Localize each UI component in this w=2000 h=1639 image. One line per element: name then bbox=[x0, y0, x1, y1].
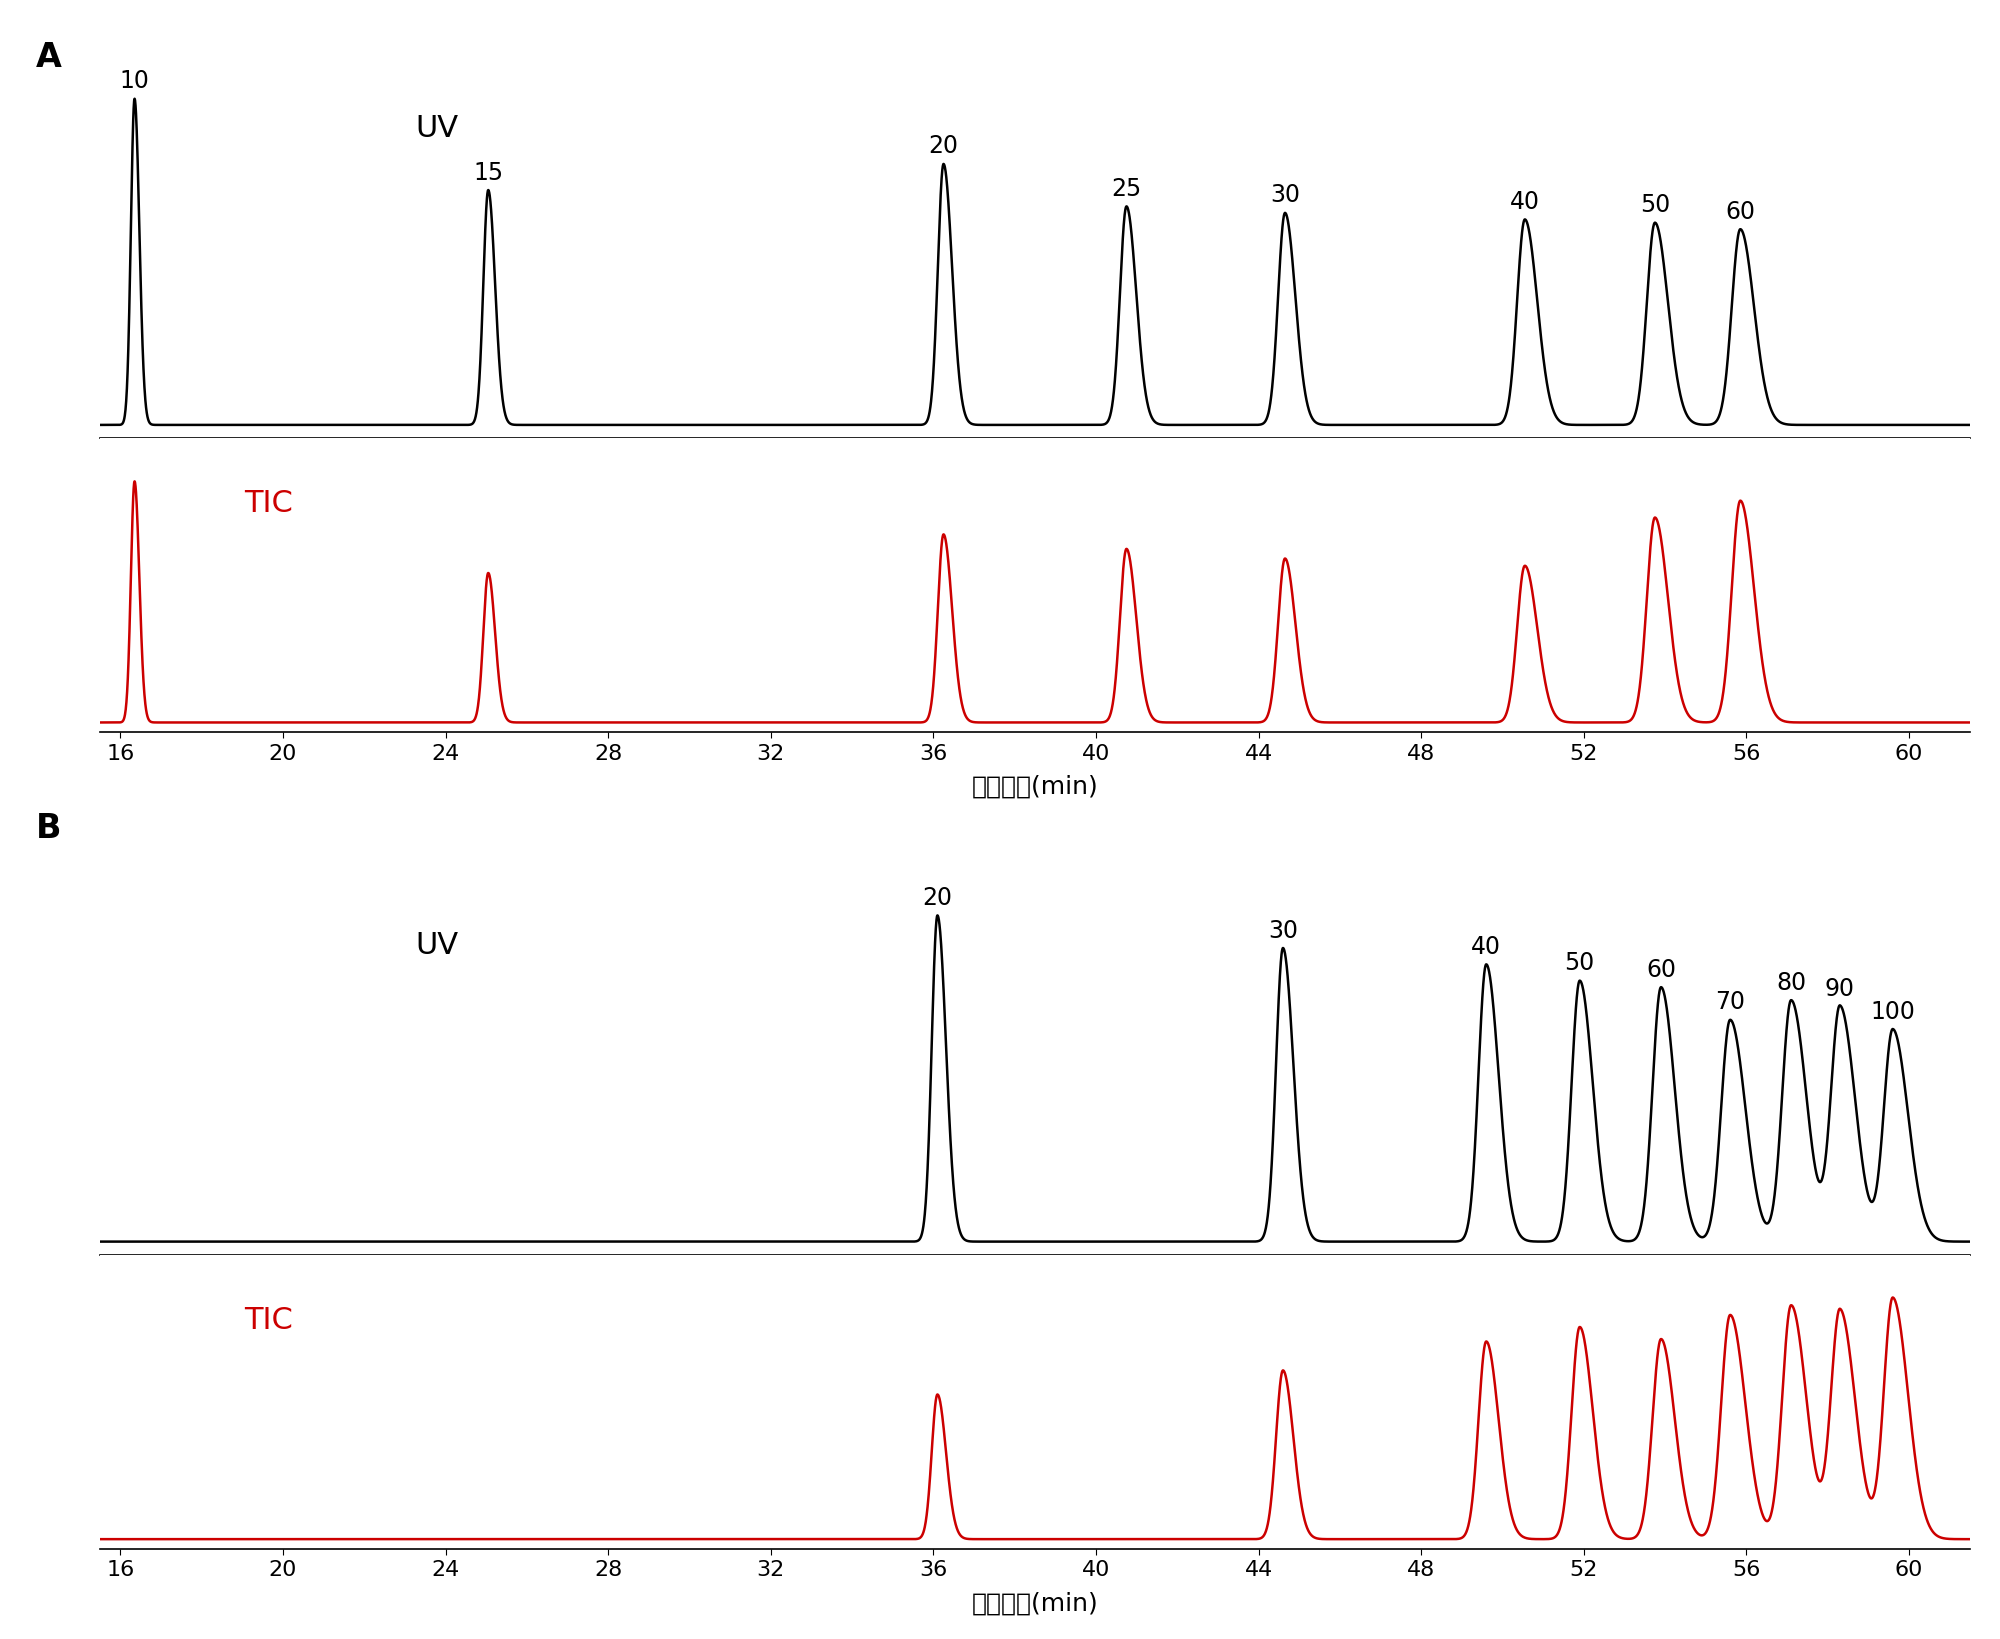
Text: TIC: TIC bbox=[244, 1305, 292, 1334]
Text: 60: 60 bbox=[1646, 957, 1676, 982]
Text: 90: 90 bbox=[1824, 977, 1854, 1000]
Text: 40: 40 bbox=[1472, 934, 1502, 959]
Text: 70: 70 bbox=[1716, 990, 1746, 1013]
Text: 20: 20 bbox=[928, 134, 958, 159]
Text: 50: 50 bbox=[1564, 951, 1594, 975]
Text: 15: 15 bbox=[474, 161, 504, 185]
Text: 20: 20 bbox=[922, 885, 952, 910]
Text: B: B bbox=[36, 811, 62, 844]
X-axis label: 保留时间(min): 保留时间(min) bbox=[972, 1590, 1098, 1614]
Text: TIC: TIC bbox=[244, 488, 292, 518]
Text: 100: 100 bbox=[1870, 1000, 1916, 1023]
Text: 30: 30 bbox=[1270, 184, 1300, 207]
Text: 50: 50 bbox=[1640, 193, 1670, 216]
Text: UV: UV bbox=[416, 115, 458, 143]
Text: 10: 10 bbox=[120, 69, 150, 93]
Text: 40: 40 bbox=[1510, 190, 1540, 213]
Text: 60: 60 bbox=[1726, 200, 1756, 223]
Text: 30: 30 bbox=[1268, 918, 1298, 942]
Text: A: A bbox=[36, 41, 62, 74]
Text: 25: 25 bbox=[1112, 177, 1142, 200]
Text: UV: UV bbox=[416, 931, 458, 959]
X-axis label: 保留时间(min): 保留时间(min) bbox=[972, 774, 1098, 798]
Text: 80: 80 bbox=[1776, 970, 1806, 995]
